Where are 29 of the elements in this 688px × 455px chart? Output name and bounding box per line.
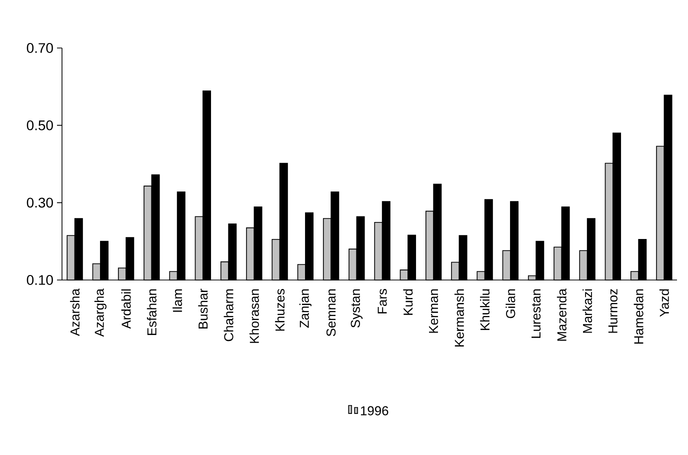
x-tick-label: Gilan: [506, 289, 516, 318]
y-tick-label: 0.30: [26, 198, 53, 208]
x-tick-label: Kerman: [429, 289, 438, 333]
y-tick-label: 0.50: [26, 120, 53, 130]
x-tick-label: Khukilu: [480, 289, 490, 330]
x-tick-label: Esfahan: [146, 289, 156, 335]
x-tick-label: Kurd: [403, 289, 413, 315]
x-tick-label: Chaharm: [224, 289, 234, 342]
x-tick-label: Khuzes: [275, 288, 285, 331]
x-tick-label: Yazd: [659, 289, 669, 317]
x-tick-label: Systan: [350, 289, 363, 328]
x-tick-label: Mazenda: [556, 288, 566, 341]
y-tick-label: 0.10: [26, 275, 53, 285]
x-tick-label: Zanjan: [299, 289, 312, 328]
x-tick-label: Kermansh: [454, 289, 464, 346]
x-tick-label: Bushar: [198, 288, 208, 328]
x-tick-label: Ardabil: [121, 289, 131, 329]
x-tick-label: Ilam: [172, 289, 182, 312]
legend-label: 1996: [360, 406, 388, 416]
x-tick-label: Hurmoz: [608, 289, 618, 333]
x-tick-label: Lurestan: [532, 289, 541, 338]
x-tick-label: Khorasan: [249, 289, 259, 343]
x-tick-label: Semnan: [326, 289, 336, 336]
x-tick-label: Azargha: [94, 288, 106, 337]
x-tick-label: Fars: [378, 288, 387, 314]
x-tick-label: Azarsha: [70, 288, 80, 336]
x-tick-label: Hamedan: [634, 289, 644, 344]
y-tick-label: 0.70: [26, 43, 53, 53]
x-tick-label: Markazi: [582, 289, 592, 333]
